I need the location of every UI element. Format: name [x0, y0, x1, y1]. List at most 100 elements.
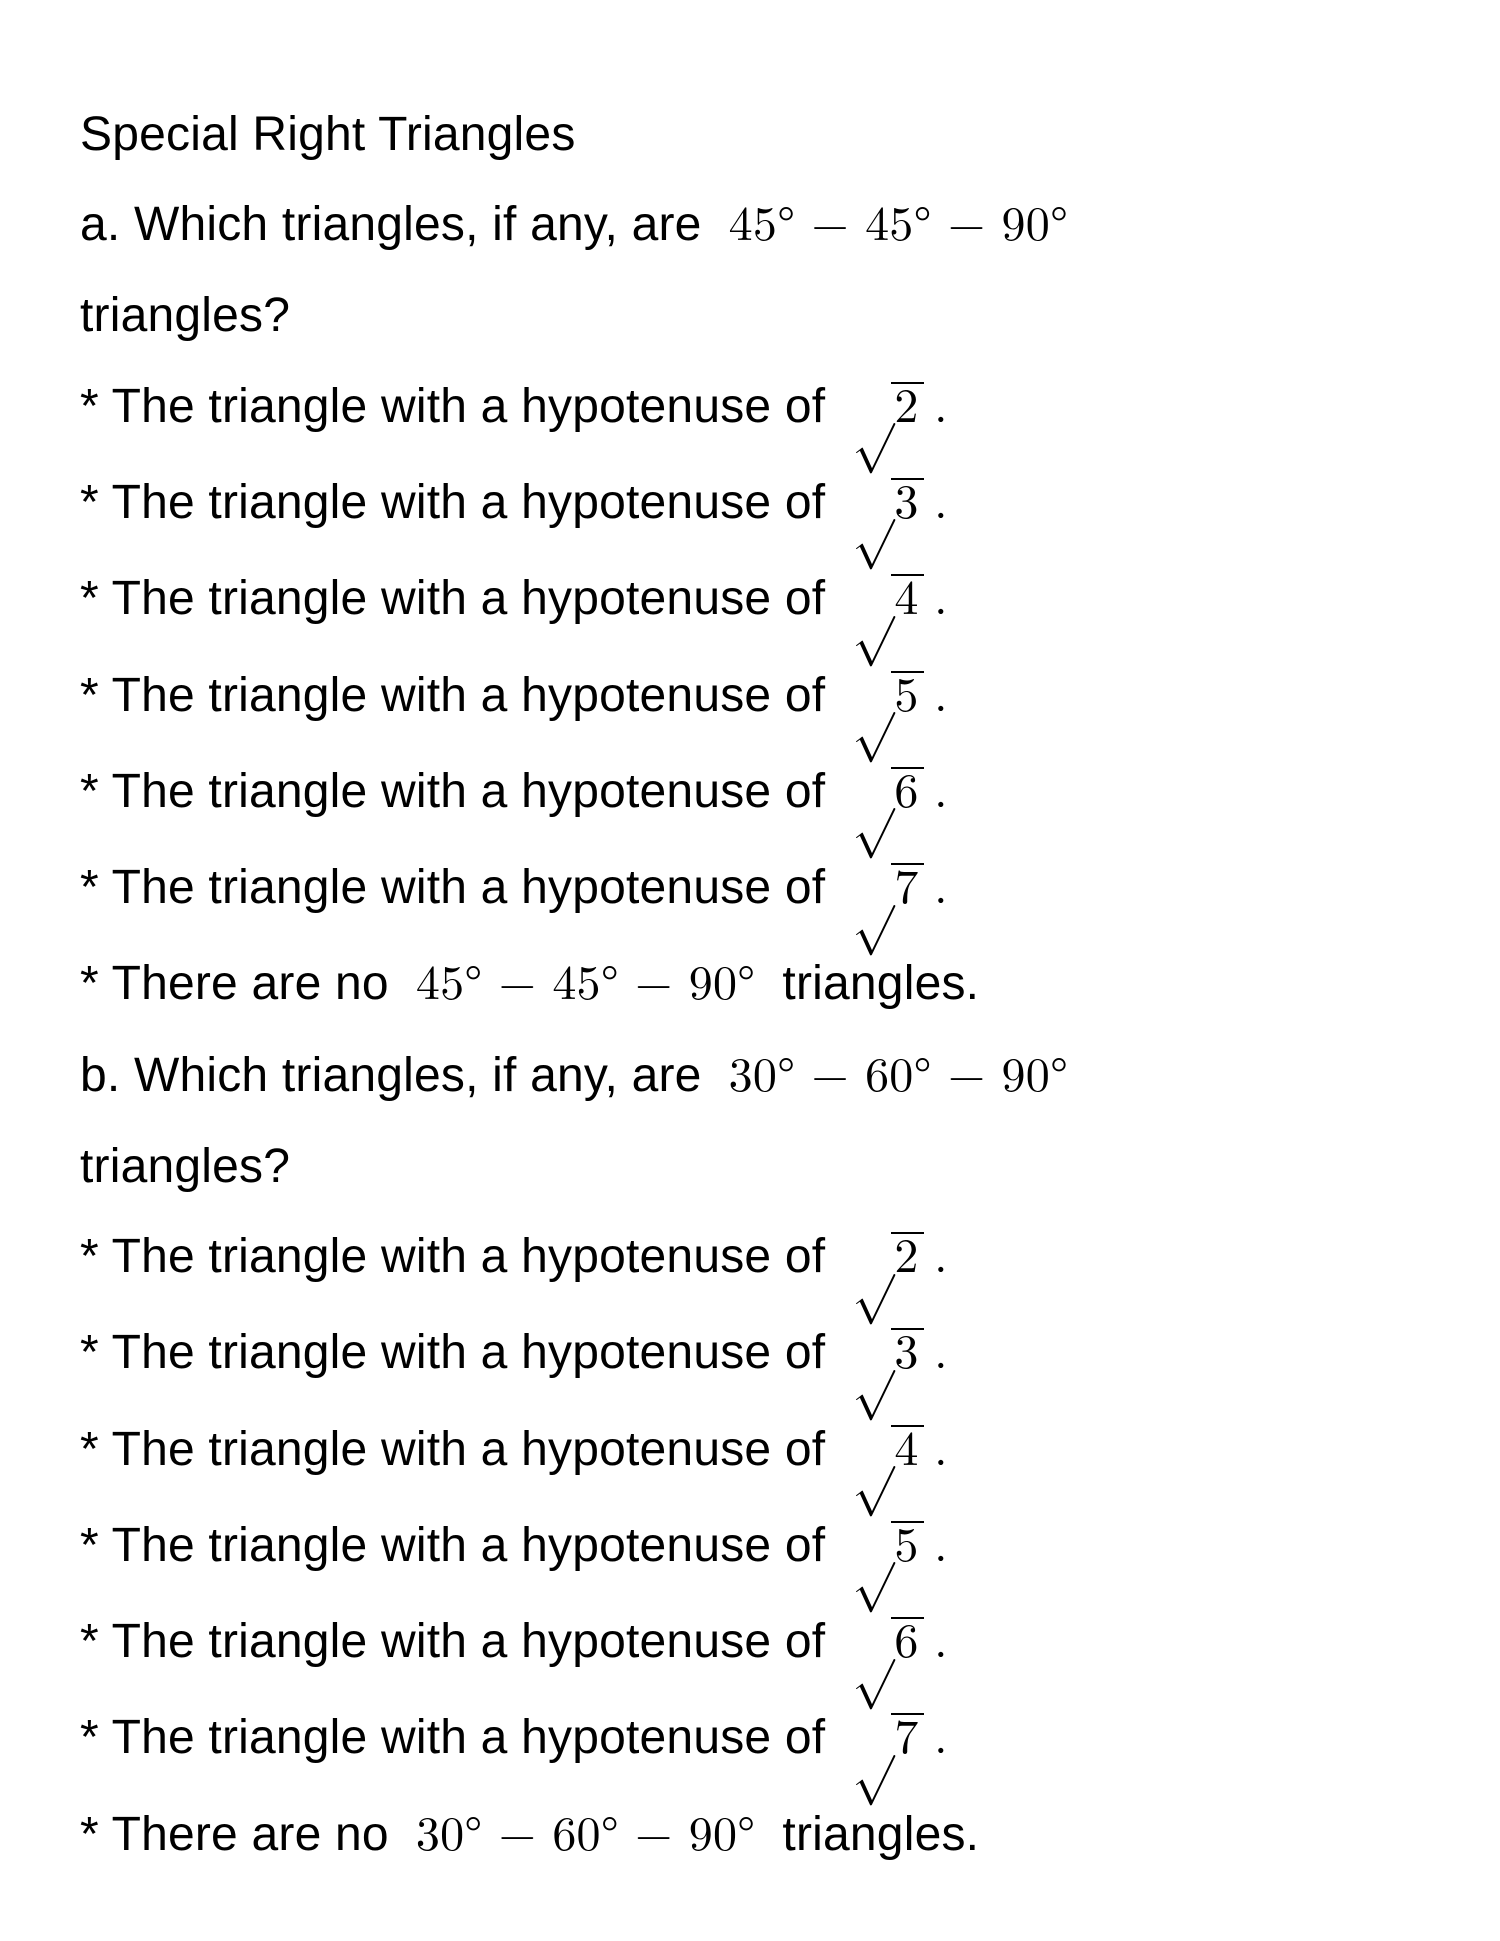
angle: 45°	[729, 202, 796, 250]
radical-sign: √	[852, 1695, 894, 1790]
radicand: 7	[891, 863, 925, 913]
option-text: The triangle with a hypotenuse of	[112, 1423, 839, 1476]
option-text: The triangle with a hypotenuse of	[112, 1519, 839, 1572]
punct: .	[924, 1330, 947, 1378]
answer-option: The triangle with a hypotenuse of √7 .	[80, 843, 1420, 939]
radical-sign: √	[852, 652, 894, 747]
answer-option-none: There are no 30° − 60° − 90° triangles.	[80, 1790, 1420, 1881]
answer-option: The triangle with a hypotenuse of √3 .	[80, 1308, 1420, 1404]
punct: .	[924, 673, 947, 721]
sqrt: √5	[852, 652, 924, 747]
option-text: The triangle with a hypotenuse of	[112, 380, 839, 433]
punct: .	[924, 1715, 947, 1763]
punct: .	[924, 1523, 947, 1571]
question-prompt-cont: triangles?	[80, 271, 1420, 361]
angle-triple: 45° − 45° − 90°	[416, 961, 755, 1009]
radical-sign: √	[852, 556, 894, 651]
radicand: 6	[891, 767, 925, 817]
sqrt: √3	[852, 1309, 924, 1404]
answer-option: The triangle with a hypotenuse of √5 .	[80, 1501, 1420, 1597]
punct: .	[924, 769, 947, 817]
punct: .	[924, 576, 947, 624]
punct: .	[924, 480, 947, 528]
punct: .	[924, 1619, 947, 1667]
prompt-text: Which triangles, if any, are	[134, 198, 715, 251]
question-prompt: b. Which triangles, if any, are 30° − 60…	[80, 1031, 1420, 1122]
radical-sign: √	[852, 1599, 894, 1694]
option-text: The triangle with a hypotenuse of	[112, 669, 839, 722]
sqrt: √4	[852, 555, 924, 650]
radicand: 5	[891, 671, 925, 721]
sqrt: √7	[852, 1694, 924, 1789]
answer-option: The triangle with a hypotenuse of √6 .	[80, 747, 1420, 843]
sqrt: √3	[852, 459, 924, 554]
radicand: 4	[891, 1425, 925, 1475]
radical-sign: √	[852, 1214, 894, 1309]
radicand: 3	[891, 478, 925, 528]
prompt-text: Which triangles, if any, are	[134, 1049, 715, 1102]
punct: .	[924, 1234, 947, 1282]
option-text: The triangle with a hypotenuse of	[112, 572, 839, 625]
title: Special Right Triangles	[80, 90, 1420, 180]
radical-sign: √	[852, 1502, 894, 1597]
option-text: triangles.	[755, 957, 979, 1010]
angle-triple: 30° − 60° − 90°	[729, 1053, 1068, 1101]
answer-option: The triangle with a hypotenuse of √4 .	[80, 1405, 1420, 1501]
angle: 90°	[1002, 202, 1069, 250]
sqrt: √2	[852, 1213, 924, 1308]
option-text: The triangle with a hypotenuse of	[112, 476, 839, 529]
option-text: The triangle with a hypotenuse of	[112, 1711, 839, 1764]
angle: 45°	[416, 961, 483, 1009]
option-text: The triangle with a hypotenuse of	[112, 861, 839, 914]
sqrt: √2	[852, 363, 924, 458]
radical-sign: √	[852, 1310, 894, 1405]
radicand: 2	[891, 1232, 925, 1282]
angle: 45°	[865, 202, 932, 250]
punct: .	[924, 384, 947, 432]
sqrt: √7	[852, 844, 924, 939]
option-text: The triangle with a hypotenuse of	[112, 765, 839, 818]
radical-sign: √	[852, 748, 894, 843]
sqrt: √5	[852, 1502, 924, 1597]
punct: .	[924, 1427, 947, 1475]
answer-option: The triangle with a hypotenuse of √2 .	[80, 362, 1420, 458]
answer-option-none: There are no 45° − 45° − 90° triangles.	[80, 939, 1420, 1030]
question-prompt-cont: triangles?	[80, 1122, 1420, 1212]
sqrt: √6	[852, 1598, 924, 1693]
question-prompt: a. Which triangles, if any, are 45° − 45…	[80, 180, 1420, 271]
radical-sign: √	[852, 845, 894, 940]
option-text: The triangle with a hypotenuse of	[112, 1230, 839, 1283]
radicand: 5	[891, 1521, 925, 1571]
answer-option: The triangle with a hypotenuse of √3 .	[80, 458, 1420, 554]
question-label: b.	[80, 1049, 134, 1102]
answer-option: The triangle with a hypotenuse of √4 .	[80, 554, 1420, 650]
radicand: 7	[891, 1713, 925, 1763]
answer-option: The triangle with a hypotenuse of √2 .	[80, 1212, 1420, 1308]
option-text: There are no	[112, 957, 403, 1010]
document: Special Right Trianglesa. Which triangle…	[80, 90, 1420, 1881]
option-text: triangles.	[755, 1808, 979, 1861]
sqrt: √6	[852, 748, 924, 843]
option-text: There are no	[112, 1808, 403, 1861]
angle: 30°	[729, 1053, 796, 1101]
sqrt: √4	[852, 1406, 924, 1501]
answer-option: The triangle with a hypotenuse of √6 .	[80, 1597, 1420, 1693]
angle: 45°	[552, 961, 619, 1009]
answer-option: The triangle with a hypotenuse of √5 .	[80, 651, 1420, 747]
radicand: 4	[891, 574, 925, 624]
radicand: 2	[891, 382, 925, 432]
radical-sign: √	[852, 363, 894, 458]
radicand: 3	[891, 1328, 925, 1378]
angle: 90°	[689, 961, 756, 1009]
question-label: a.	[80, 198, 134, 251]
option-text: The triangle with a hypotenuse of	[112, 1326, 839, 1379]
option-text: The triangle with a hypotenuse of	[112, 1615, 839, 1668]
punct: .	[924, 865, 947, 913]
radical-sign: √	[852, 459, 894, 554]
angle: 90°	[1002, 1053, 1069, 1101]
radicand: 6	[891, 1617, 925, 1667]
angle-triple: 45° − 45° − 90°	[729, 202, 1068, 250]
angle: 60°	[865, 1053, 932, 1101]
radical-sign: √	[852, 1406, 894, 1501]
answer-option: The triangle with a hypotenuse of √7 .	[80, 1693, 1420, 1789]
